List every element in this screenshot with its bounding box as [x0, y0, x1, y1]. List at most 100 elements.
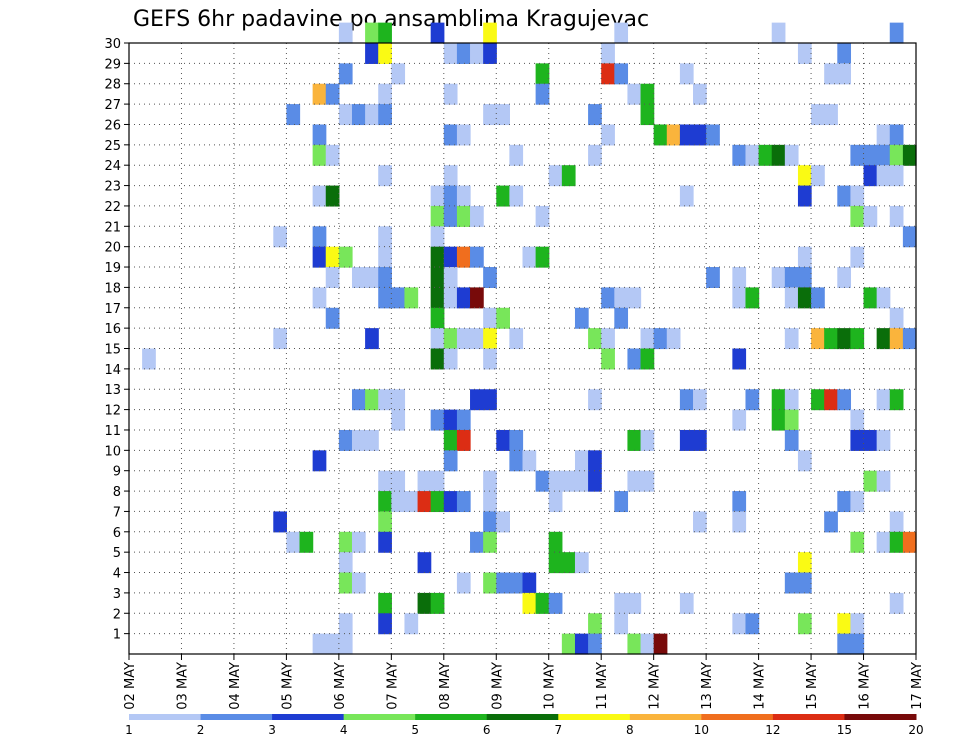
heatmap-cell: [574, 470, 589, 492]
heatmap-cell: [889, 531, 904, 553]
colorbar-swatch: [844, 714, 917, 720]
heatmap-cell: [378, 165, 392, 187]
heatmap-cell: [365, 104, 379, 126]
heatmap-cell: [430, 592, 445, 614]
colorbar-swatch: [772, 714, 845, 720]
heatmap-cell: [312, 246, 327, 268]
x-tick-label: 16 MAY: [858, 662, 873, 710]
heatmap-cell: [850, 531, 865, 553]
heatmap-cell: [365, 43, 379, 64]
heatmap-cell: [430, 287, 445, 309]
heatmap-cell: [417, 592, 432, 614]
x-tick-label: 02 MAY: [123, 662, 138, 710]
heatmap-cell: [627, 348, 642, 370]
heatmap-cell: [863, 165, 878, 187]
heatmap-cell: [889, 328, 904, 350]
heatmap-cell: [771, 144, 786, 166]
heatmap-cell: [535, 83, 550, 105]
heatmap-cell: [273, 511, 287, 533]
heatmap-cell: [430, 267, 445, 288]
heatmap-cell: [483, 511, 497, 533]
heatmap-cell: [837, 328, 852, 350]
colorbar-swatch: [272, 714, 345, 720]
heatmap-cell: [561, 552, 576, 574]
colorbar-label: 8: [626, 723, 634, 737]
heatmap-cell: [443, 205, 458, 227]
colorbar-label: 2: [197, 723, 205, 737]
heatmap-cell: [443, 83, 458, 105]
heatmap-cell: [797, 185, 812, 207]
heatmap-cell: [588, 470, 602, 492]
heatmap-cell: [483, 491, 497, 513]
heatmap-cell: [483, 572, 497, 594]
heatmap-cell: [391, 470, 406, 492]
heatmap-cell: [824, 104, 838, 126]
heatmap-cell: [312, 124, 327, 146]
y-tick-label: 11: [104, 424, 121, 439]
heatmap-cell: [430, 185, 445, 207]
heatmap-cell: [351, 267, 366, 288]
y-tick-label: 7: [113, 505, 121, 520]
heatmap-cell: [325, 246, 340, 268]
heatmap-cell: [640, 470, 655, 492]
heatmap-cell: [325, 307, 340, 329]
x-tick-label: 08 MAY: [438, 662, 453, 710]
heatmap-cell: [443, 43, 458, 64]
heatmap-cell: [850, 144, 865, 166]
heatmap-cell: [535, 63, 550, 85]
heatmap-cell: [365, 22, 379, 44]
heatmap-cell: [561, 165, 576, 187]
heatmap-cell: [470, 246, 484, 268]
heatmap-cell: [666, 124, 681, 146]
heatmap-cell: [745, 144, 760, 166]
heatmap-cell: [496, 185, 510, 207]
heatmap-cell: [391, 491, 406, 513]
heatmap-cell: [797, 613, 812, 635]
heatmap-cell: [430, 409, 445, 431]
heatmap-cell: [535, 246, 550, 268]
heatmap-cell: [483, 348, 497, 370]
heatmap-cell: [535, 205, 550, 227]
heatmap-cell: [351, 531, 366, 553]
heatmap-cell: [771, 409, 786, 431]
heatmap-cell: [286, 531, 301, 553]
heatmap-cell: [417, 491, 432, 513]
heatmap-cell: [574, 633, 589, 655]
heatmap-cell: [470, 531, 484, 553]
heatmap-cell: [443, 450, 458, 472]
heatmap-cell: [837, 43, 852, 64]
heatmap-cell: [548, 552, 563, 574]
heatmap-cell: [679, 592, 694, 614]
y-tick-label: 23: [104, 180, 121, 195]
colorbar-label: 4: [340, 723, 348, 737]
heatmap-cell: [640, 633, 655, 655]
heatmap-cell: [876, 531, 891, 553]
heatmap-cell: [470, 287, 484, 309]
heatmap-cell: [876, 144, 891, 166]
heatmap-cell: [456, 43, 471, 64]
heatmap-cell: [850, 491, 865, 513]
heatmap-cell: [679, 63, 694, 85]
x-tick-label: 13 MAY: [700, 662, 715, 710]
heatmap-cell: [771, 22, 786, 44]
heatmap-cell: [693, 124, 707, 146]
heatmap-cell: [837, 185, 852, 207]
heatmap-cell: [338, 104, 353, 126]
heatmap-cell: [745, 287, 760, 309]
y-tick-label: 12: [104, 404, 121, 419]
y-tick-label: 9: [113, 465, 121, 480]
heatmap-cell: [338, 552, 353, 574]
x-tick-label: 04 MAY: [228, 662, 243, 710]
y-tick-label: 15: [104, 343, 121, 358]
heatmap-cell: [640, 83, 655, 105]
heatmap-cell: [338, 63, 353, 85]
heatmap-cell: [470, 389, 484, 411]
y-tick-label: 30: [104, 37, 121, 52]
heatmap-cell: [325, 633, 340, 655]
heatmap-cell: [876, 287, 891, 309]
heatmap-cell: [797, 450, 812, 472]
x-tick-label: 09 MAY: [490, 662, 505, 710]
heatmap-cell: [338, 429, 353, 451]
heatmap-cell: [496, 307, 510, 329]
heatmap-cell: [548, 491, 563, 513]
